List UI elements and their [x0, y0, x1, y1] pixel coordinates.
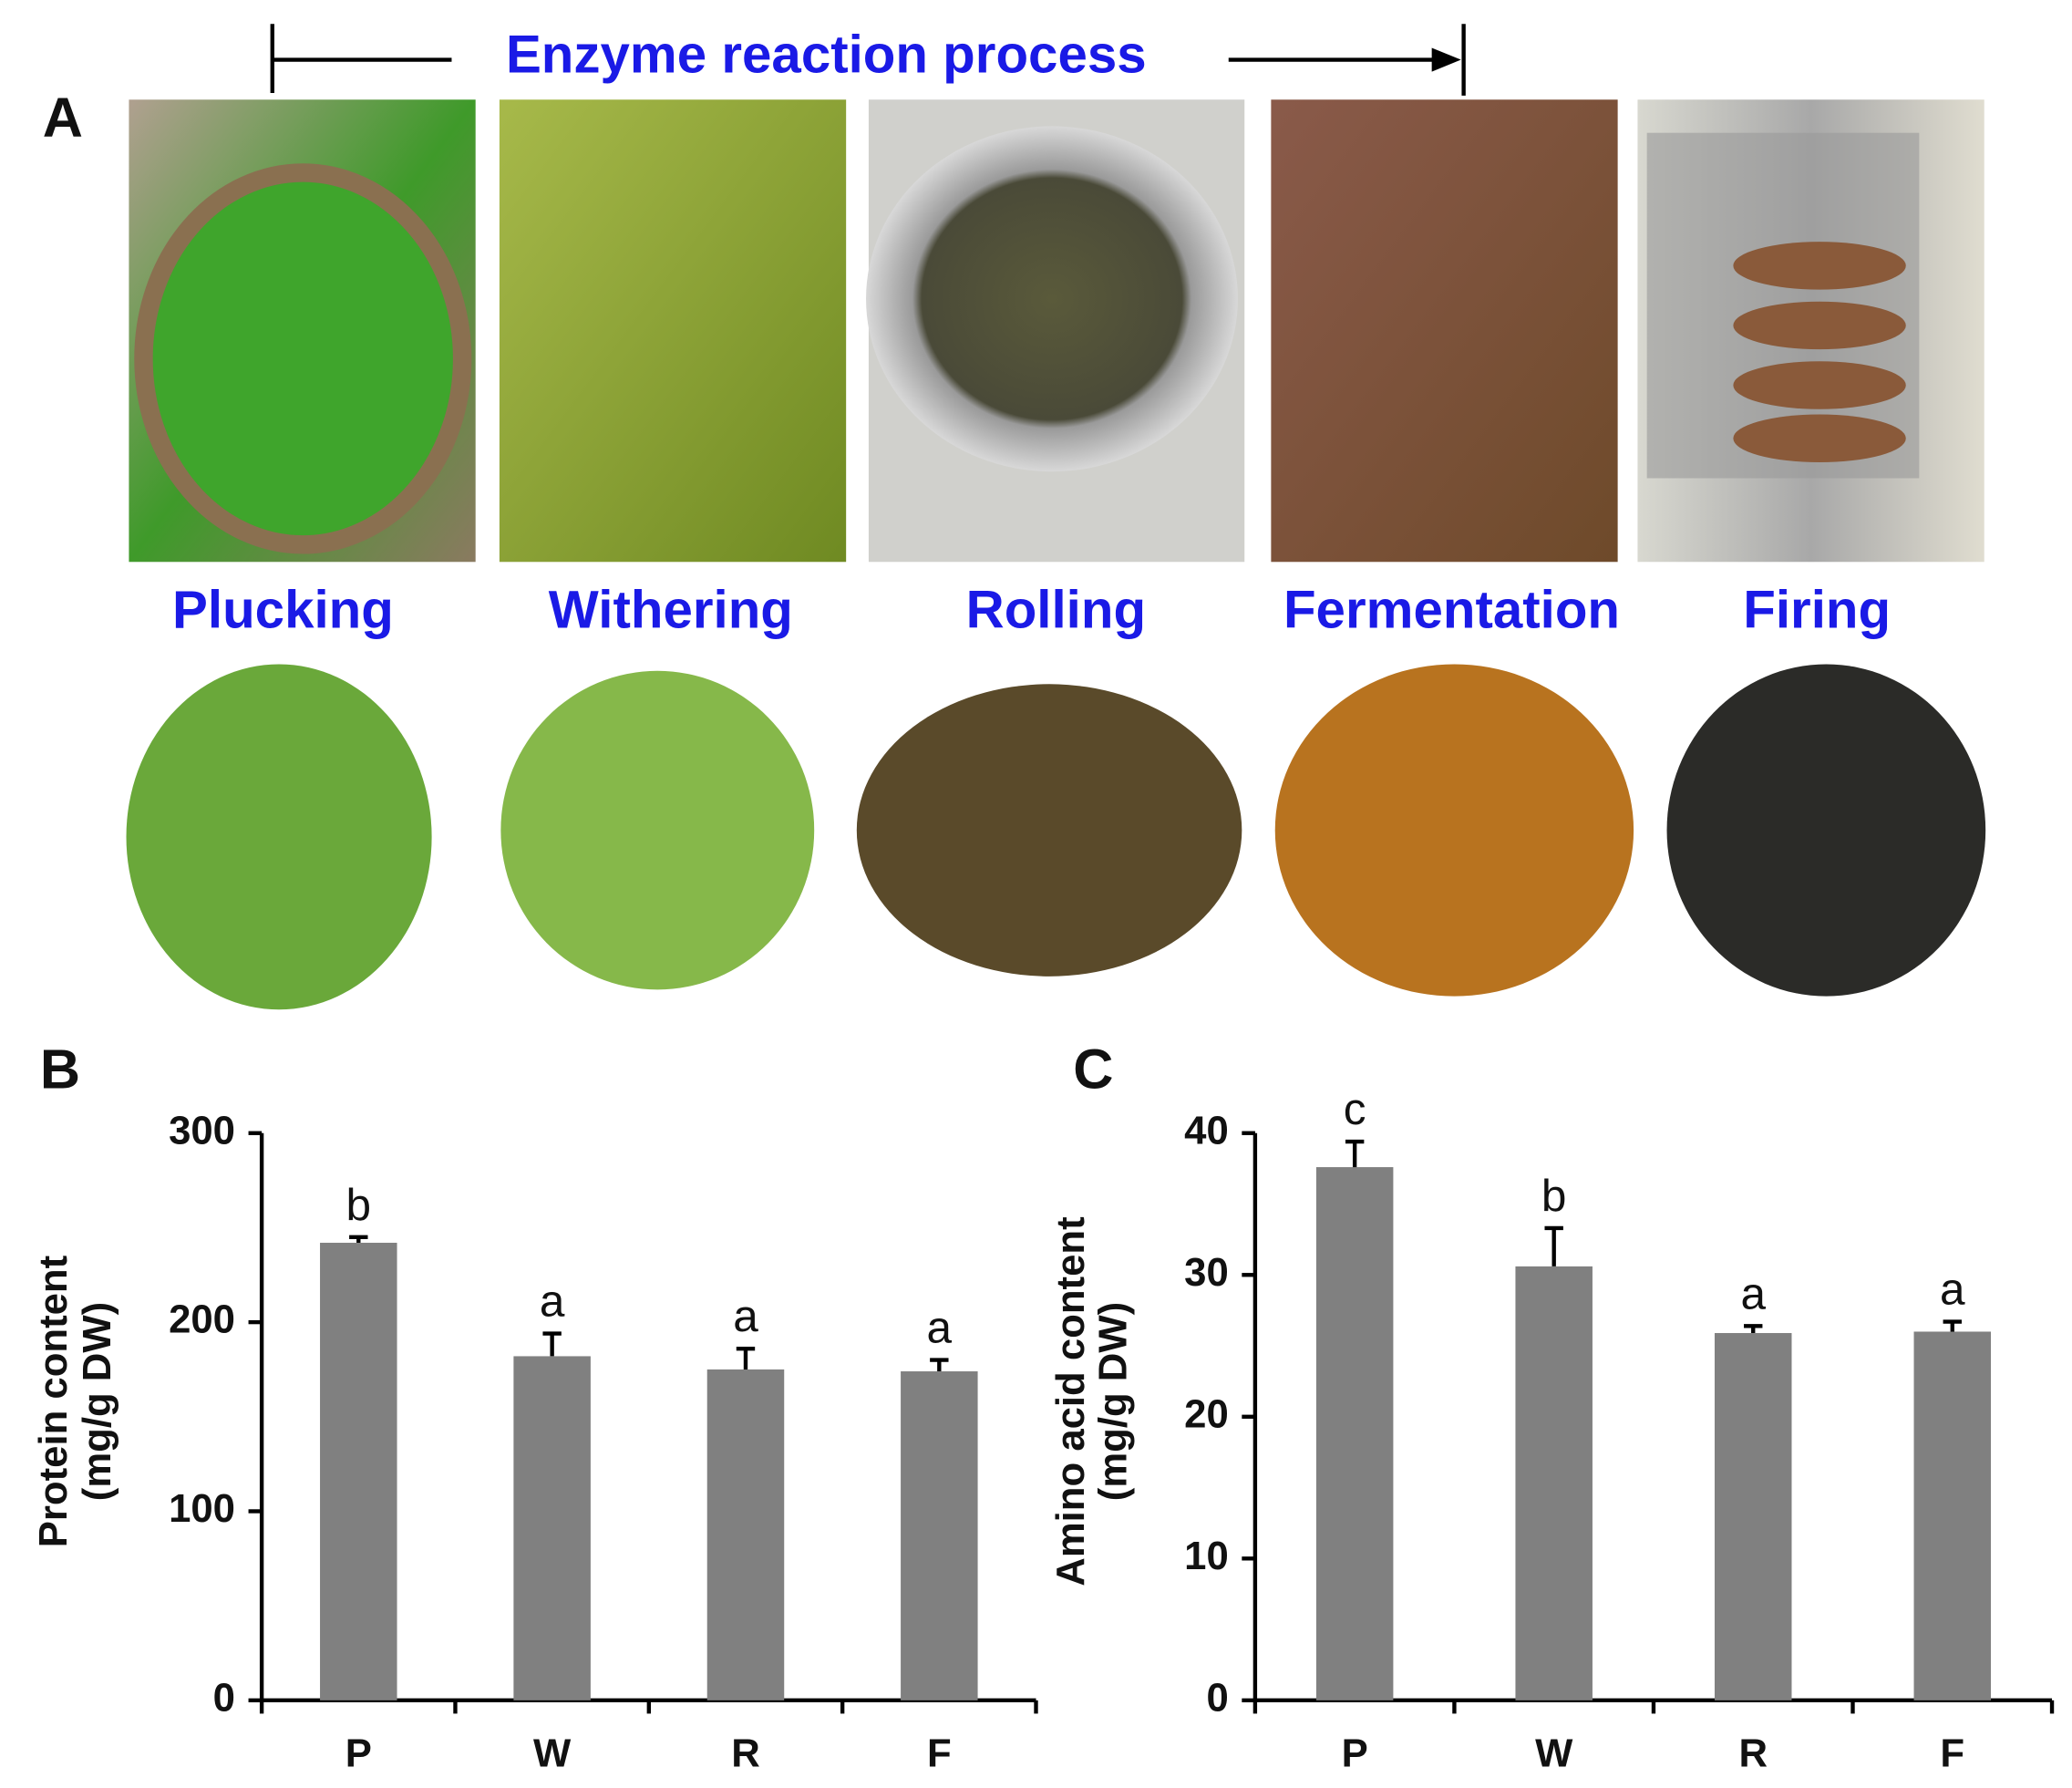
y-tick-label: 10 [1184, 1534, 1229, 1578]
annotation: a [540, 1276, 565, 1327]
x-tick-label: W [1535, 1731, 1573, 1776]
annotation: b [346, 1180, 372, 1230]
y-tick-label: 300 [169, 1108, 235, 1152]
panel-label: A [43, 87, 83, 149]
step-label: Rolling [966, 580, 1146, 639]
bar [1714, 1333, 1792, 1700]
x-tick-label: P [1342, 1731, 1368, 1776]
y-tick-label: 200 [169, 1297, 235, 1342]
error-bar [736, 1346, 756, 1369]
process-arrow [270, 24, 1466, 96]
annotation: b [1541, 1171, 1567, 1221]
panel-label: C [1073, 1038, 1113, 1100]
arrow-head [1431, 47, 1461, 72]
y-axis-label: Protein content [31, 1255, 76, 1547]
y-tick-label: 30 [1184, 1250, 1229, 1295]
x-tick-label: P [345, 1731, 372, 1776]
y-tick-label: 0 [1206, 1675, 1228, 1720]
error-bar [1345, 1139, 1365, 1168]
annotation: a [1940, 1265, 1965, 1315]
x-tick-label: R [1738, 1731, 1768, 1776]
y-tick-label: 40 [1184, 1108, 1229, 1152]
panel-label: B [40, 1038, 80, 1100]
bar [1913, 1331, 1992, 1700]
process-header: Enzyme reaction process [506, 25, 1147, 84]
annotation: a [1740, 1268, 1766, 1318]
y-tick-label: 20 [1184, 1391, 1229, 1436]
error-bar [1943, 1319, 1962, 1332]
error-bar [349, 1235, 368, 1244]
y-tick-label: 0 [213, 1675, 235, 1720]
bar [706, 1369, 785, 1700]
step-label: Withering [549, 580, 793, 639]
x-tick-label: R [731, 1731, 760, 1776]
error-bar [930, 1358, 949, 1372]
step-label: Plucking [172, 580, 394, 639]
annotation: a [927, 1303, 953, 1353]
error-bar [1544, 1225, 1563, 1266]
bar [1515, 1266, 1593, 1700]
annotation: a [733, 1291, 758, 1341]
y-axis-label: (mg/g DW) [75, 1302, 119, 1501]
annotation: c [1344, 1084, 1366, 1134]
y-axis-label: Amino acid content [1048, 1216, 1093, 1586]
x-tick-label: F [927, 1731, 952, 1776]
step-label: Fermentation [1283, 580, 1620, 639]
error-bar [1744, 1324, 1763, 1334]
bar [901, 1371, 978, 1700]
error-bar [542, 1331, 562, 1357]
photos [126, 99, 1986, 1010]
x-tick-label: F [1940, 1731, 1964, 1776]
step-label: Firing [1743, 580, 1891, 639]
x-tick-label: W [533, 1731, 572, 1776]
y-axis-label: (mg/g DW) [1090, 1302, 1135, 1501]
bar [320, 1243, 397, 1700]
bar [1315, 1167, 1394, 1700]
bar [513, 1356, 591, 1700]
y-tick-label: 100 [169, 1486, 235, 1531]
